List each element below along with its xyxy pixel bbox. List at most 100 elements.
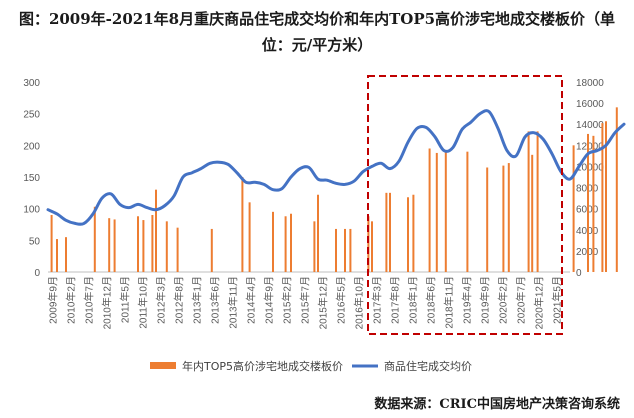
x-tick-label: 2017年3月 bbox=[370, 276, 383, 324]
bar bbox=[113, 219, 116, 272]
x-tick-label: 2012年8月 bbox=[172, 276, 185, 324]
left-axis-ticks: 0 50 100 150 200 250 300 bbox=[23, 78, 40, 279]
bar bbox=[592, 135, 595, 272]
y-left-tick-label: 100 bbox=[23, 205, 40, 216]
bar bbox=[248, 202, 251, 272]
bar bbox=[349, 228, 352, 272]
y-right-tick-label: 14000 bbox=[576, 120, 604, 131]
x-tick-label: 2020年2月 bbox=[496, 276, 509, 324]
bar bbox=[444, 151, 447, 272]
data-source: 数据来源：CRIC中国房地产决策咨询系统 bbox=[374, 397, 620, 412]
x-tick-label: 2018年1月 bbox=[406, 276, 419, 324]
x-tick-label: 2014年4月 bbox=[244, 276, 257, 324]
bar bbox=[241, 177, 244, 272]
x-tick-label: 2009年9月 bbox=[46, 276, 59, 324]
bar-series bbox=[50, 107, 618, 273]
bar bbox=[272, 211, 274, 272]
legend: 年内TOP5高价涉宅地成交楼板价 商品住宅成交均价 bbox=[150, 359, 472, 373]
y-right-tick-label: 18000 bbox=[576, 78, 604, 89]
x-tick-label: 2015年7月 bbox=[298, 276, 311, 324]
bar bbox=[313, 221, 316, 272]
bar bbox=[155, 189, 157, 272]
x-tick-label: 2014年9月 bbox=[262, 276, 275, 324]
bar bbox=[142, 220, 145, 272]
y-right-tick-label: 0 bbox=[576, 268, 582, 279]
bar bbox=[605, 121, 607, 273]
bar bbox=[486, 167, 489, 272]
x-tick-label: 2013年11月 bbox=[226, 276, 239, 329]
bar bbox=[93, 206, 96, 272]
y-left-tick-label: 50 bbox=[29, 236, 41, 247]
x-tick-label: 2019年9月 bbox=[478, 276, 491, 324]
y-left-tick-label: 250 bbox=[23, 110, 40, 121]
bar bbox=[371, 221, 373, 272]
x-tick-label: 2010年7月 bbox=[82, 276, 95, 324]
bar bbox=[317, 194, 319, 272]
x-tick-label: 2019年4月 bbox=[460, 276, 473, 324]
bar bbox=[176, 227, 179, 272]
bar bbox=[290, 213, 292, 272]
bar bbox=[385, 192, 388, 272]
y-right-tick-label: 16000 bbox=[576, 99, 604, 110]
bar bbox=[507, 163, 510, 272]
bar bbox=[466, 151, 469, 272]
x-tick-label: 2010年12月 bbox=[100, 276, 113, 329]
x-tick-label: 2012年3月 bbox=[154, 276, 167, 324]
y-right-tick-label: 12000 bbox=[576, 141, 604, 152]
x-tick-label: 2011年10月 bbox=[136, 276, 149, 329]
right-axis-ticks: 0200040006000800010000120001400016000180… bbox=[576, 78, 604, 279]
x-tick-label: 2011年5月 bbox=[118, 276, 131, 323]
x-tick-label: 2016年5月 bbox=[334, 276, 347, 324]
bar bbox=[367, 216, 370, 272]
bar bbox=[344, 228, 346, 272]
bar bbox=[50, 215, 53, 272]
bar bbox=[165, 221, 168, 272]
bar bbox=[572, 145, 575, 272]
x-tick-label: 2013年6月 bbox=[208, 276, 221, 324]
y-left-tick-label: 0 bbox=[34, 268, 40, 279]
x-tick-label: 2010年2月 bbox=[64, 276, 77, 324]
bar bbox=[428, 148, 431, 272]
bar bbox=[601, 123, 604, 273]
bar bbox=[536, 131, 539, 272]
legend-line-label: 商品住宅成交均价 bbox=[384, 359, 472, 373]
y-left-tick-label: 150 bbox=[23, 173, 40, 184]
highlight-box bbox=[367, 75, 563, 335]
bar bbox=[412, 194, 415, 272]
bar bbox=[210, 228, 213, 272]
x-tick-label: 2020年7月 bbox=[514, 276, 527, 324]
bar bbox=[56, 239, 58, 272]
bar bbox=[108, 218, 111, 272]
x-tick-label: 2018年6月 bbox=[424, 276, 437, 324]
x-tick-label: 2013年1月 bbox=[190, 276, 203, 324]
bar bbox=[389, 192, 391, 272]
bar bbox=[615, 107, 618, 272]
bar bbox=[151, 215, 154, 272]
chart-title: 图：2009年-2021年8月重庆商品住宅成交均价和年内TOP5高价涉宅地成交楼… bbox=[18, 10, 616, 54]
bar bbox=[335, 228, 337, 272]
price-line bbox=[46, 109, 626, 226]
x-tick-label: 2016年10月 bbox=[352, 276, 365, 329]
x-tick-label: 2015年12月 bbox=[316, 276, 329, 329]
bar bbox=[65, 237, 67, 272]
y-left-tick-label: 300 bbox=[23, 78, 40, 89]
bar bbox=[407, 197, 409, 272]
bar bbox=[587, 133, 589, 272]
x-tick-label: 2017年8月 bbox=[388, 276, 401, 324]
x-tick-label: 2018年11月 bbox=[442, 276, 455, 329]
y-right-tick-label: 10000 bbox=[576, 162, 604, 173]
x-tick-label: 2021年5月 bbox=[550, 276, 563, 324]
bar bbox=[137, 216, 139, 272]
bar bbox=[502, 165, 505, 272]
bar bbox=[527, 131, 530, 272]
legend-bar-label: 年内TOP5高价涉宅地成交楼板价 bbox=[182, 359, 343, 373]
bar bbox=[435, 152, 438, 272]
bar bbox=[284, 216, 287, 272]
x-tick-label: 2015年2月 bbox=[280, 276, 293, 324]
x-axis-ticks: 2009年9月 2010年2月 2010年7月 2010年12月 2011年5月 2011… bbox=[46, 276, 563, 329]
x-tick-label: 2020年12月 bbox=[532, 276, 545, 329]
y-left-tick-label: 200 bbox=[23, 141, 40, 152]
bar bbox=[531, 154, 534, 272]
legend-bar-swatch bbox=[150, 362, 176, 369]
